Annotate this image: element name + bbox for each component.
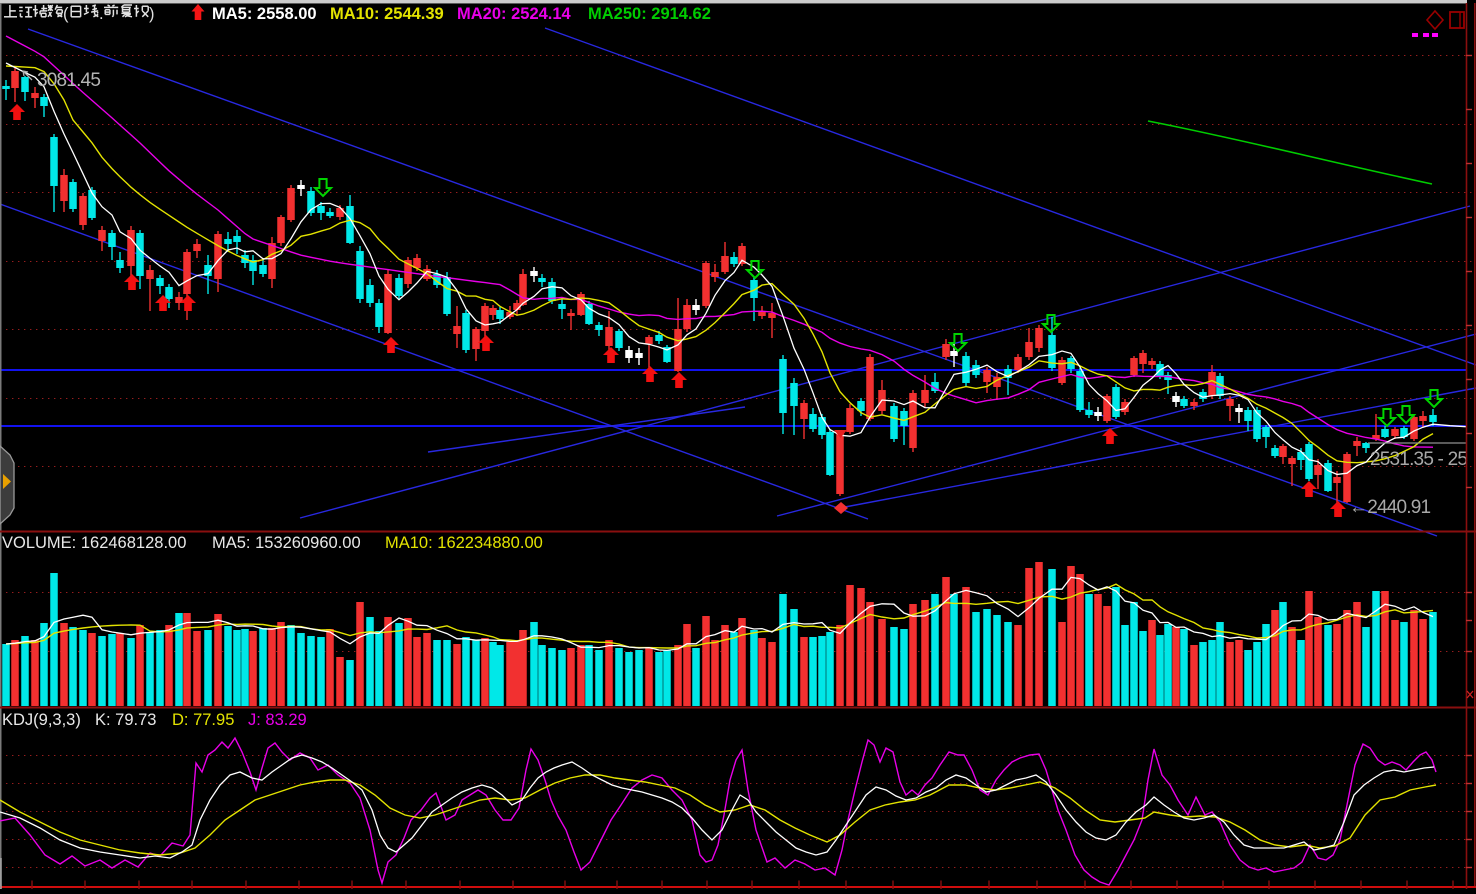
svg-text:J: 83.29: J: 83.29 [248, 711, 307, 729]
svg-text:VOLUME: 162468128.00: VOLUME: 162468128.00 [2, 534, 186, 552]
svg-text:KDJ(9,3,3): KDJ(9,3,3) [2, 711, 81, 729]
svg-text:K: 79.73: K: 79.73 [95, 711, 156, 729]
svg-text:MA20: 2524.14: MA20: 2524.14 [457, 5, 572, 23]
svg-text:(: ( [63, 5, 69, 23]
svg-text:2531.35 - 25: 2531.35 - 25 [1370, 449, 1467, 470]
svg-text:MA5: 153260960.00: MA5: 153260960.00 [212, 534, 361, 552]
svg-text:MA5: 2558.00: MA5: 2558.00 [212, 5, 317, 23]
svg-text:.: . [99, 5, 104, 23]
svg-text:): ) [149, 5, 155, 23]
svg-text:←2440.91: ←2440.91 [1349, 497, 1431, 518]
svg-text:D: 77.95: D: 77.95 [172, 711, 234, 729]
svg-text:MA10: 162234880.00: MA10: 162234880.00 [385, 534, 543, 552]
svg-text:3081.45: 3081.45 [37, 70, 100, 91]
svg-text:MA250: 2914.62: MA250: 2914.62 [588, 5, 711, 23]
svg-text:MA10: 2544.39: MA10: 2544.39 [330, 5, 444, 23]
